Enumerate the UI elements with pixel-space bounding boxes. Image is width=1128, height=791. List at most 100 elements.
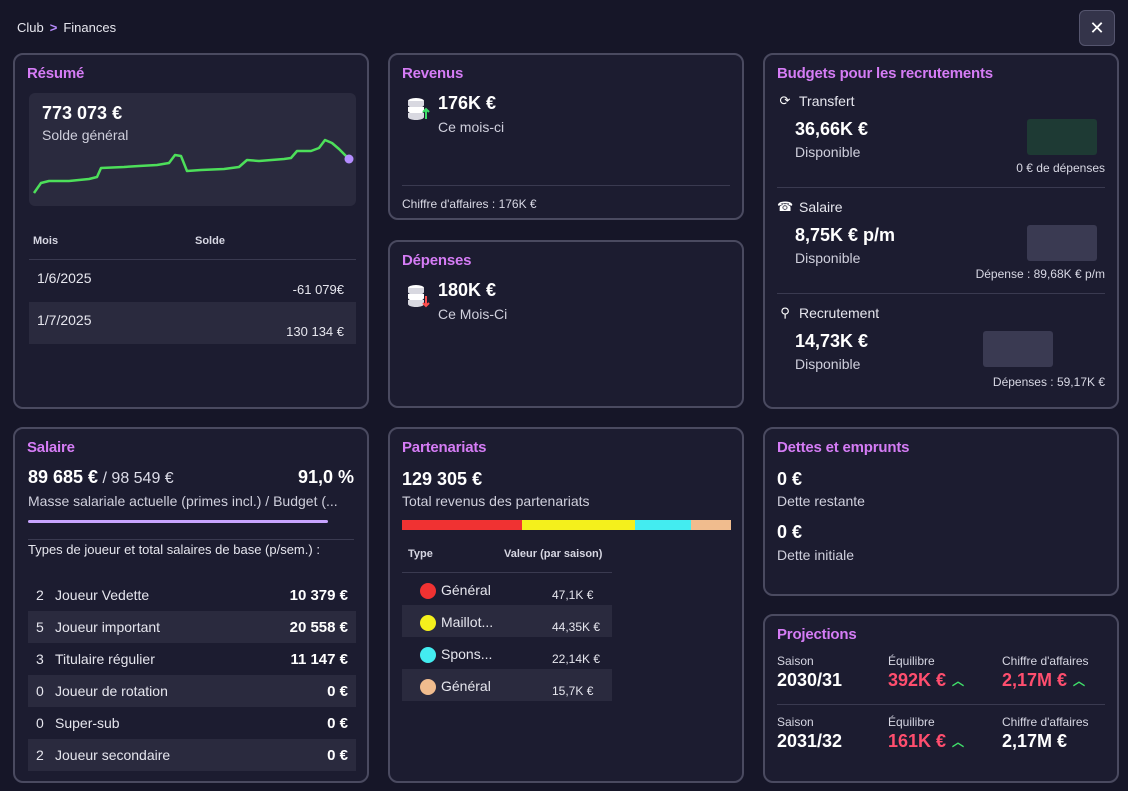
partnership-share-bar xyxy=(402,520,731,530)
budget-note: 0 € de dépenses xyxy=(1016,161,1105,175)
divider xyxy=(402,185,730,186)
budget-swatch xyxy=(1027,225,1097,261)
salary-current: 89 685 € xyxy=(28,467,99,487)
budgets-panel: Budgets pour les recrutements ⟳ Transfert… xyxy=(763,53,1119,409)
partner-value: 15,7K € xyxy=(552,684,594,698)
budget-salaire: ☎ Salaire 8,75K € p/m Disponible Dépense … xyxy=(777,199,1105,289)
balance-sparkline-card: 773 073 € Solde général xyxy=(29,93,356,206)
partner-color-dot xyxy=(420,679,436,695)
budget-value: 36,66K € xyxy=(795,119,869,139)
partner-type: Spons... xyxy=(441,646,493,662)
budget-value: 14,73K € xyxy=(795,331,869,351)
player-type-salary: 20 558 € xyxy=(289,618,348,636)
table-row: Général 15,7K € xyxy=(402,669,612,701)
player-type-salary: 0 € xyxy=(327,682,348,700)
budget-name: Recrutement xyxy=(799,305,880,321)
panel-title: Dettes et emprunts xyxy=(777,439,910,456)
budget-note: Dépense : 89,68K € p/m xyxy=(975,267,1105,281)
player-type: Joueur de rotation xyxy=(55,683,168,699)
breadcrumb-finances: Finances xyxy=(63,20,117,35)
partner-share-segment xyxy=(634,520,692,530)
row-solde: -61 079€ xyxy=(292,282,344,297)
partner-share-segment xyxy=(402,520,522,530)
list-item: 2 Joueur Vedette 10 379 € xyxy=(28,579,356,611)
panel-title: Salaire xyxy=(27,439,75,456)
list-item: 0 Super-sub 0 € xyxy=(28,707,356,739)
list-item: 3 Titulaire régulier 11 147 € xyxy=(28,643,356,675)
partnership-total-label: Total revenus des partenariats xyxy=(402,493,590,509)
partnership-total: 129 305 € xyxy=(402,469,483,489)
season-value: 2031/32 xyxy=(777,731,843,751)
budget-sub: Disponible xyxy=(795,144,861,160)
revenus-value: 176K € xyxy=(438,93,497,113)
divider xyxy=(777,704,1105,705)
budget-sub: Disponible xyxy=(795,356,861,372)
balance-table: Mois Solde 1/6/2025 -61 079€ 1/7/2025 13… xyxy=(29,235,356,344)
salary-summary: 89 685 € / 98 549 € 91,0 % xyxy=(28,467,354,488)
budget-value: 8,75K € p/m xyxy=(795,225,896,245)
budget-name: Salaire xyxy=(799,199,843,215)
debt-remaining: 0 € xyxy=(777,469,803,489)
divider xyxy=(28,539,354,540)
partner-type: Général xyxy=(441,582,491,598)
player-count: 2 xyxy=(36,747,44,763)
season-label: Saison xyxy=(777,715,814,729)
depenses-panel: Dépenses 180K € Ce Mois-Ci xyxy=(388,240,744,408)
player-type: Joueur secondaire xyxy=(55,747,171,763)
divider xyxy=(777,293,1105,294)
panel-title: Projections xyxy=(777,626,857,643)
partner-share-segment xyxy=(521,520,635,530)
player-type: Joueur Vedette xyxy=(55,587,150,603)
sparkline-line xyxy=(32,138,350,194)
player-type-salary: 10 379 € xyxy=(289,586,348,604)
budget-note: Dépenses : 59,17K € xyxy=(992,375,1105,389)
salary-types-list: 2 Joueur Vedette 10 379 € 5 Joueur importan… xyxy=(28,579,356,771)
salaire-panel: Salaire 89 685 € / 98 549 € 91,0 % Masse… xyxy=(13,427,369,783)
table-row: 1/7/2025 130 134 € xyxy=(29,302,356,344)
ca-value: 2,17M € xyxy=(1002,731,1068,751)
salary-percent: 91,0 % xyxy=(297,467,354,487)
projection-equilibre: Équilibre 161K € ︿ xyxy=(888,715,964,752)
panel-title: Budgets pour les recrutements xyxy=(777,65,993,82)
player-type-salary: 0 € xyxy=(327,714,348,732)
projection-ca: Chiffre d'affaires 2,17M € xyxy=(1002,715,1089,752)
player-type: Titulaire régulier xyxy=(55,651,155,667)
partenariats-panel: Partenariats 129 305 € Total revenus des… xyxy=(388,427,744,783)
sparkline-endpoint xyxy=(344,154,354,164)
divider xyxy=(777,187,1105,188)
general-balance: 773 073 € xyxy=(42,103,123,123)
partnership-table: Type Valeur (par saison) Général 47,1K € … xyxy=(402,544,731,701)
partner-share-segment xyxy=(691,520,731,530)
trend-up-icon: ︿ xyxy=(1073,674,1086,688)
player-count: 2 xyxy=(36,587,44,603)
equilibre-label: Équilibre xyxy=(888,654,935,668)
close-button[interactable]: ✕ xyxy=(1079,10,1115,46)
projections-panel: Projections Saison 2030/31 Équilibre 392… xyxy=(763,614,1119,783)
resume-panel: Résumé 773 073 € Solde général Mois Sold… xyxy=(13,53,369,409)
salary-budget: / 98 549 € xyxy=(98,470,174,487)
player-type-salary: 0 € xyxy=(327,746,348,764)
panel-title: Partenariats xyxy=(402,439,487,456)
row-solde: 130 134 € xyxy=(286,324,344,339)
debt-initial-label: Dette initiale xyxy=(777,547,855,563)
player-count: 5 xyxy=(36,619,44,635)
player-count: 3 xyxy=(36,651,44,667)
player-type-salary: 11 147 € xyxy=(290,650,348,668)
partner-value: 44,35K € xyxy=(552,620,601,634)
partner-color-dot xyxy=(420,583,436,599)
breadcrumb: Club > Finances xyxy=(17,20,116,35)
debt-remaining-label: Dette restante xyxy=(777,493,865,509)
projection-season: Saison 2030/31 xyxy=(777,654,842,691)
table-row: Général 47,1K € xyxy=(402,573,612,605)
col-value: Valeur (par saison) xyxy=(504,548,603,560)
panel-title: Dépenses xyxy=(402,252,472,269)
trend-up-icon: ︿ xyxy=(952,735,965,749)
table-header: Mois Solde xyxy=(29,235,356,260)
budget-sub: Disponible xyxy=(795,250,861,266)
ca-label: Chiffre d'affaires xyxy=(1002,715,1089,729)
table-header: Type Valeur (par saison) xyxy=(402,544,612,573)
trend-up-icon: ︿ xyxy=(952,674,965,688)
breadcrumb-club[interactable]: Club xyxy=(17,20,44,35)
partner-type: Général xyxy=(441,678,491,694)
depenses-value: 180K € xyxy=(438,280,497,300)
